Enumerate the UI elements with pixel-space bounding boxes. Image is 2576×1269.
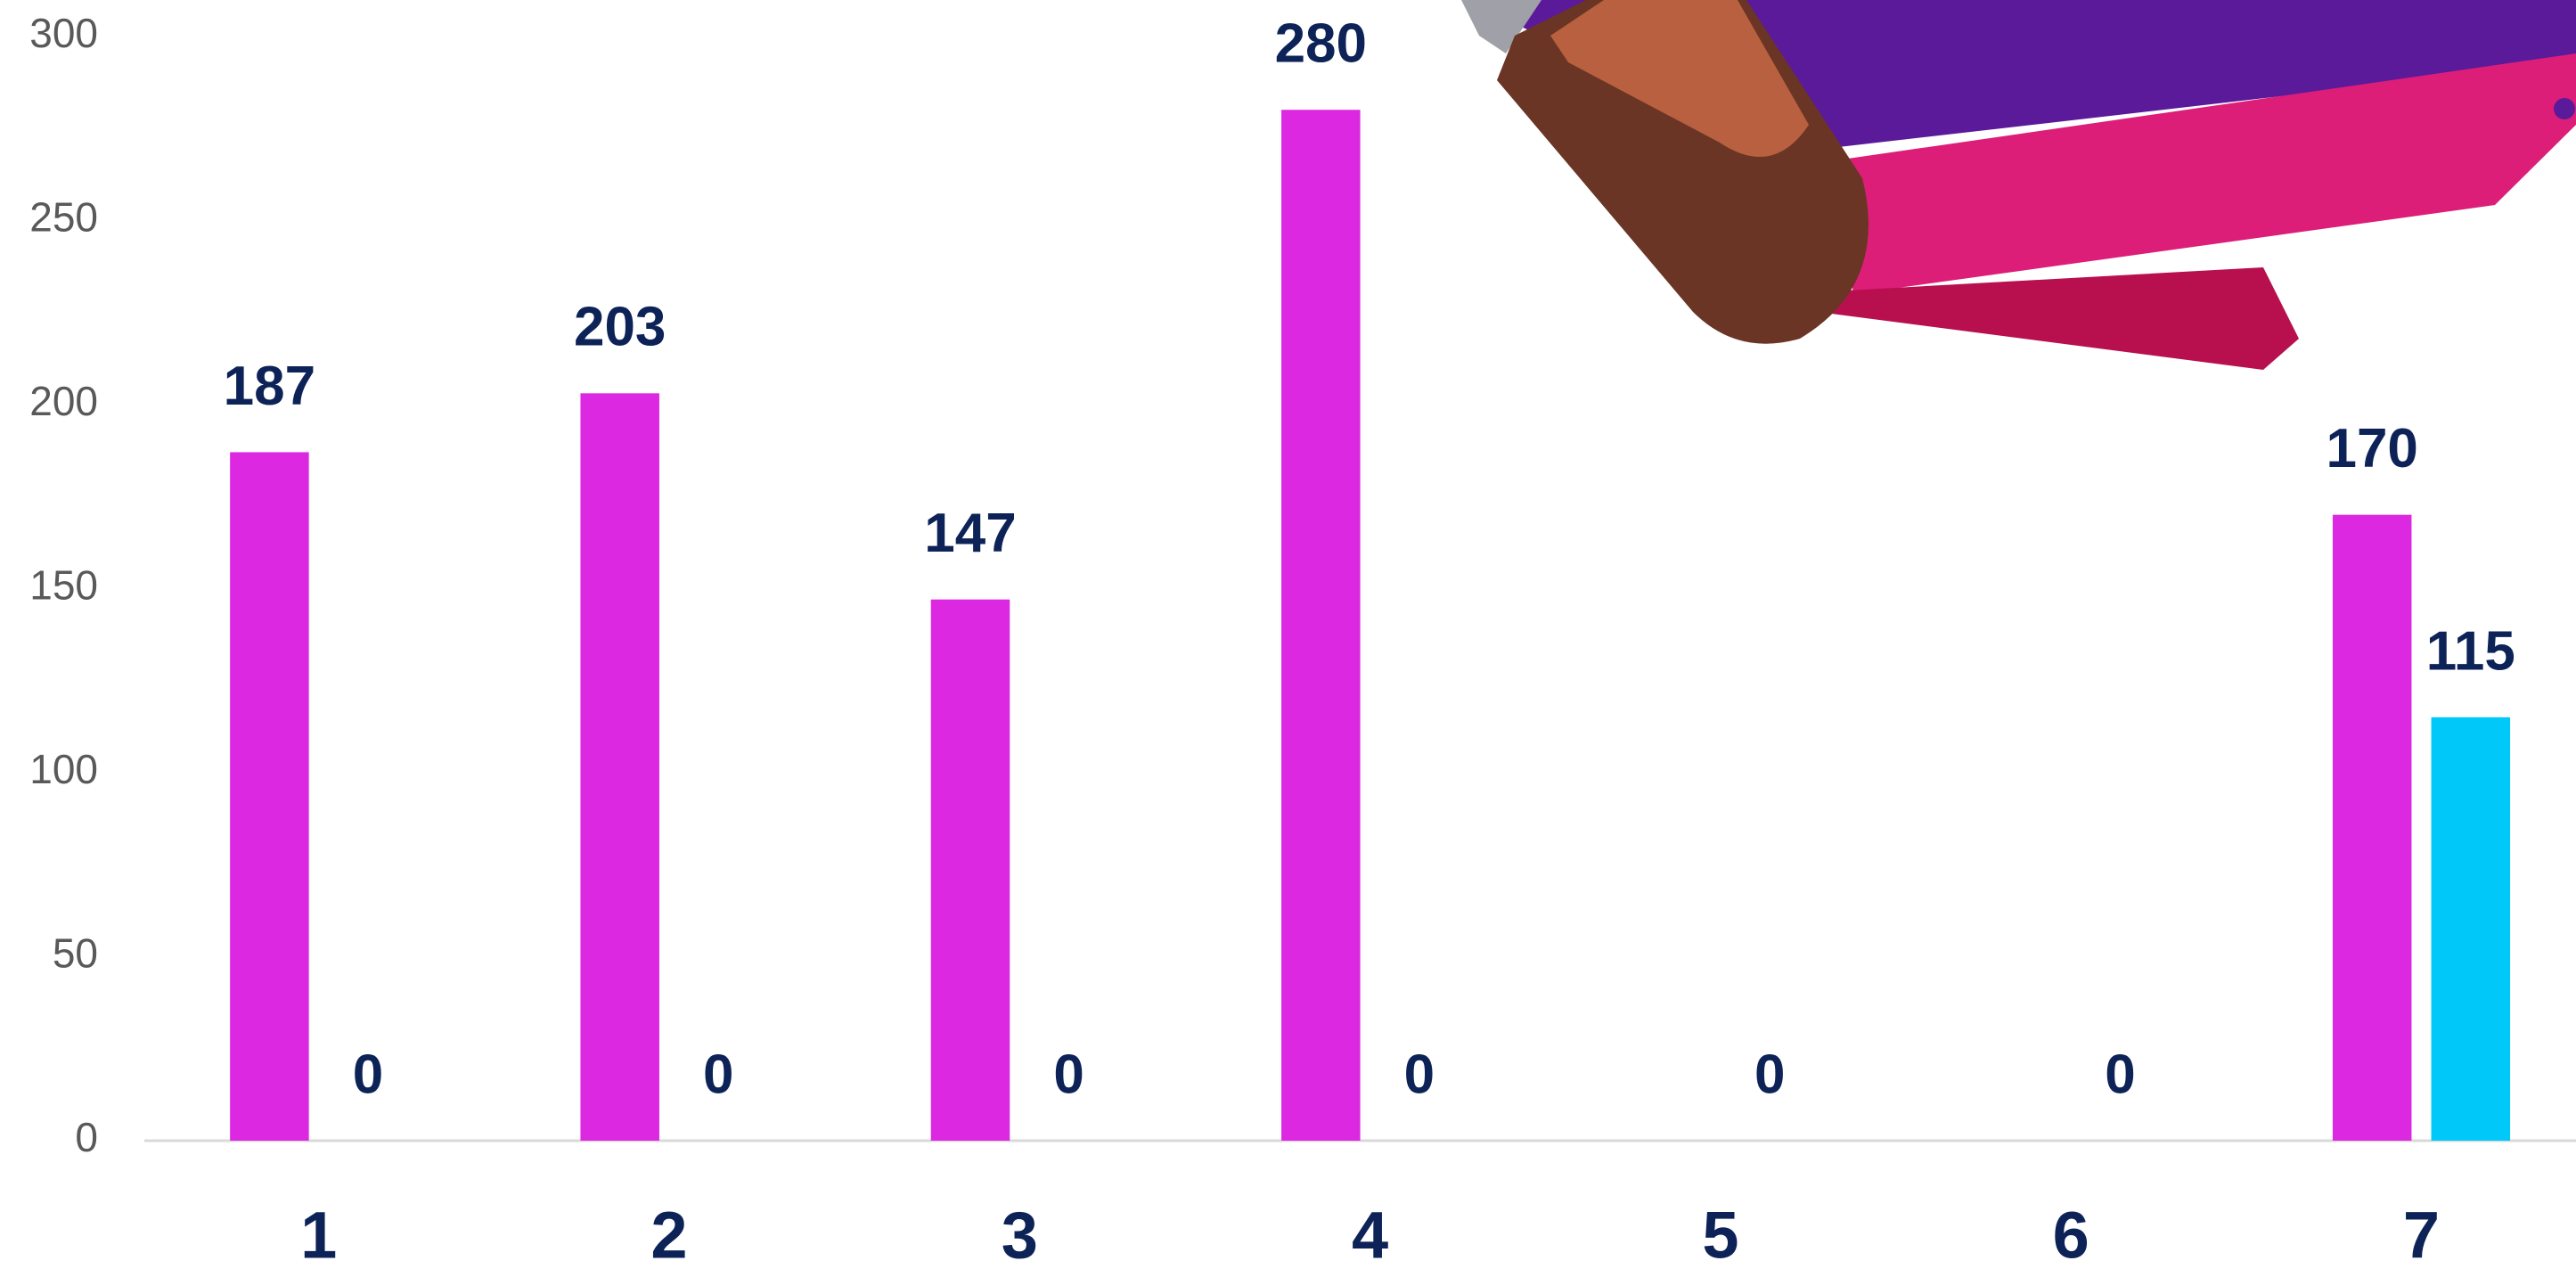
- bar: [1281, 110, 1361, 1141]
- bar: [2332, 514, 2412, 1141]
- y-tick-label: 50: [53, 930, 98, 977]
- pink-banner: [1836, 53, 2576, 294]
- y-tick-label: 250: [29, 193, 98, 240]
- value-label: 115: [2426, 620, 2515, 682]
- y-tick-label: 150: [29, 561, 98, 608]
- x-tick-label: 4: [1352, 1199, 1388, 1269]
- y-tick-label: 100: [29, 746, 98, 792]
- value-label: 0: [703, 1044, 733, 1105]
- value-label: 203: [574, 297, 666, 358]
- value-label: 0: [2105, 1044, 2135, 1105]
- bar: [580, 393, 659, 1141]
- decoration: [1461, 0, 2576, 370]
- grey-tip: [1461, 0, 1542, 53]
- y-tick-label: 0: [75, 1114, 98, 1160]
- bar: [2431, 716, 2511, 1141]
- y-tick-label: 200: [29, 378, 98, 424]
- x-tick-label: 1: [300, 1199, 337, 1269]
- lipstick-highlight: [1550, 0, 1809, 157]
- x-tick-label: 3: [1002, 1199, 1038, 1269]
- x-tick-label: 6: [2053, 1199, 2089, 1269]
- value-label: 170: [2326, 418, 2417, 479]
- x-tick-label: 7: [2403, 1199, 2440, 1269]
- pink-tail: [1782, 267, 2299, 370]
- x-tick-label: 5: [1702, 1199, 1738, 1269]
- x-tick-label: 2: [650, 1199, 687, 1269]
- value-label: 0: [1053, 1044, 1084, 1105]
- value-label: 0: [353, 1044, 383, 1105]
- bar: [230, 452, 309, 1141]
- value-label: 0: [1404, 1044, 1435, 1105]
- value-label: 187: [224, 356, 315, 417]
- value-label: 0: [1754, 1044, 1785, 1105]
- y-tick-label: 300: [29, 10, 98, 56]
- value-label: 147: [924, 503, 1016, 564]
- value-label: 280: [1275, 13, 1367, 75]
- bar: [930, 599, 1010, 1141]
- dot: [2554, 98, 2575, 119]
